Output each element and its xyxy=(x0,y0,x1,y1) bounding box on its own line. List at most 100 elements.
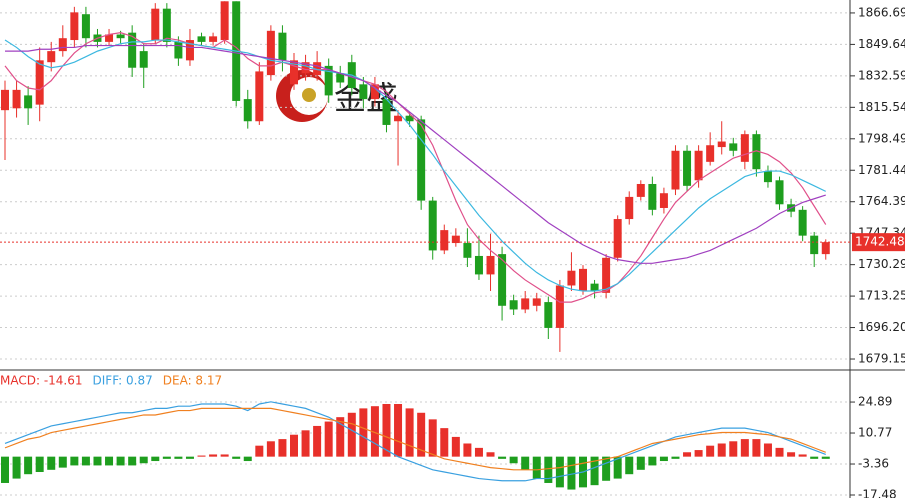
macd-bar xyxy=(370,406,379,457)
candle-body xyxy=(278,32,287,61)
candle-body xyxy=(266,30,275,76)
candle-body xyxy=(717,141,726,148)
macd-bar xyxy=(93,456,102,466)
candle-body xyxy=(683,150,692,186)
macd-bar xyxy=(567,456,576,490)
y-tick-label: -3.36 xyxy=(858,457,889,471)
candle-body xyxy=(417,119,426,201)
candle-body xyxy=(625,196,634,220)
candle-body xyxy=(555,285,564,328)
macd-bar xyxy=(486,452,495,457)
y-tick-label: 1849.64 xyxy=(858,37,905,51)
macd-bar xyxy=(405,408,414,457)
macd-bar xyxy=(47,456,56,470)
macd-bar xyxy=(428,419,437,457)
macd-bar xyxy=(382,404,391,457)
candle-body xyxy=(128,32,137,68)
candle-body xyxy=(1,89,9,111)
macd-bar xyxy=(24,456,33,475)
candle-body xyxy=(544,302,553,328)
macd-bar xyxy=(717,443,726,457)
y-tick-label: 1713.25 xyxy=(858,289,905,303)
candle-body xyxy=(498,254,507,306)
macd-bar xyxy=(625,456,634,475)
legend-label: DIFF: 0.87 xyxy=(93,374,153,388)
last-price-label: 1742.48 xyxy=(855,235,905,249)
macd-bar xyxy=(636,456,645,470)
macd-bar xyxy=(290,434,298,457)
macd-bar xyxy=(139,456,148,464)
y-tick-label: 1730.29 xyxy=(858,257,905,271)
macd-bar xyxy=(394,404,403,457)
candle-body xyxy=(174,41,183,59)
candle-body xyxy=(35,60,44,105)
candle-body xyxy=(694,150,703,181)
y-tick-label: 1866.69 xyxy=(858,5,905,19)
macd-bar xyxy=(359,408,368,457)
candle-body xyxy=(648,183,657,210)
candle-body xyxy=(474,255,483,275)
candle-body xyxy=(151,8,160,41)
y-tick-label: 1798.49 xyxy=(858,131,905,145)
macd-bar xyxy=(266,441,275,457)
macd-bar xyxy=(417,412,426,457)
candle-body xyxy=(532,298,541,306)
y-tick-label: 1679.15 xyxy=(858,352,905,366)
candle-body xyxy=(590,283,599,292)
macd-bar xyxy=(451,436,460,457)
candle-body xyxy=(116,34,125,39)
macd-bar xyxy=(763,443,772,457)
candle-body xyxy=(185,40,194,61)
candle-body xyxy=(579,268,587,292)
line xyxy=(5,44,826,264)
candle-body xyxy=(255,71,264,122)
candle-body xyxy=(509,300,518,310)
macd-bar xyxy=(706,445,715,457)
candle-body xyxy=(463,243,472,258)
macd-bar xyxy=(58,456,67,468)
macd-bar xyxy=(81,456,90,466)
macd-bar xyxy=(474,447,483,457)
candle-body xyxy=(220,1,229,41)
macd-bar xyxy=(613,456,622,479)
candle-body xyxy=(81,14,90,39)
candle-body xyxy=(810,235,819,255)
candle-body xyxy=(740,134,749,162)
candle-body xyxy=(602,257,611,293)
macd-bar xyxy=(128,456,137,466)
candle-body xyxy=(613,219,622,258)
candle-body xyxy=(394,115,403,122)
candle-body xyxy=(24,95,33,109)
y-tick-label: 10.77 xyxy=(858,426,892,440)
line xyxy=(4,39,827,292)
candle-body xyxy=(636,183,645,197)
candle-body xyxy=(105,34,114,42)
y-tick-label: 1832.59 xyxy=(858,68,905,82)
macd-bar xyxy=(440,428,449,457)
candle-body xyxy=(486,255,495,275)
candle-body xyxy=(763,171,772,183)
candle-body xyxy=(440,230,449,251)
legend-label: DEA: 8.17 xyxy=(163,374,222,388)
candle-body xyxy=(336,73,345,83)
candle-body xyxy=(370,84,379,100)
candle-body xyxy=(821,242,830,255)
macd-bar xyxy=(278,439,287,457)
candle-body xyxy=(428,200,437,251)
macd-bar xyxy=(220,454,229,457)
candle-body xyxy=(70,12,79,41)
macd-bar xyxy=(313,425,322,457)
macd-bar xyxy=(324,421,333,457)
macd-bar xyxy=(12,456,21,479)
macd-bar xyxy=(35,456,44,473)
candle-body xyxy=(659,193,668,208)
candle-body xyxy=(382,99,391,125)
candle-body xyxy=(243,99,252,122)
macd-bar xyxy=(509,456,518,464)
macd-bar xyxy=(1,456,9,483)
candle-body xyxy=(798,209,807,236)
macd-bar xyxy=(671,456,680,459)
candle-body xyxy=(521,298,530,310)
